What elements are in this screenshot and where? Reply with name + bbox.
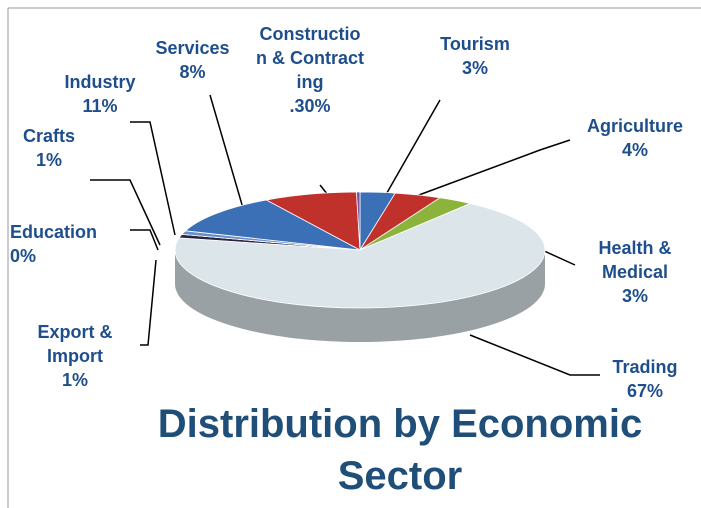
- slice-label: Industry 11%: [64, 72, 136, 116]
- slice: [174, 203, 546, 309]
- slice-label: Tourism 3%: [440, 34, 510, 78]
- slice: [184, 199, 361, 251]
- slice-label: Services 8%: [155, 38, 230, 82]
- slice: [356, 191, 361, 251]
- chart-title: Distribution by Economic Sector: [157, 402, 643, 498]
- slice-label: Trading 67%: [612, 357, 678, 401]
- slice-label: Agriculture 4%: [586, 116, 683, 160]
- slice-label: Crafts 1%: [22, 126, 75, 170]
- slice-label: Export & Import 1%: [37, 322, 113, 390]
- slice-label: Health & Medical 3%: [598, 238, 672, 306]
- slice-side: [175, 250, 545, 342]
- slice-label: Construction & Contracting .30%: [256, 24, 364, 116]
- pie: [174, 191, 546, 342]
- slice-label: Education 0%: [10, 222, 98, 266]
- slice: [265, 191, 361, 251]
